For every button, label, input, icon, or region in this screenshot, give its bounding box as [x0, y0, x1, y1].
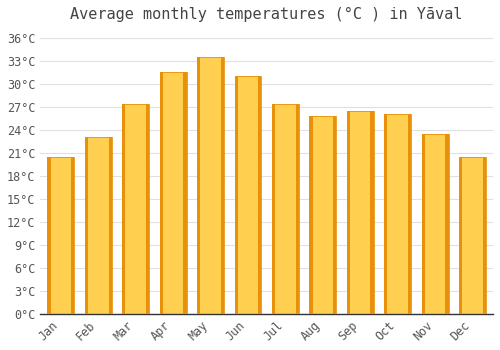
Bar — [310, 116, 312, 314]
Bar — [184, 72, 186, 314]
Bar — [347, 111, 374, 314]
Bar — [197, 57, 200, 314]
Bar — [422, 134, 448, 314]
Bar — [160, 72, 163, 314]
Bar — [422, 134, 425, 314]
Bar — [48, 157, 74, 314]
Bar — [296, 105, 299, 314]
Bar — [197, 57, 224, 314]
Bar — [272, 105, 299, 314]
Bar — [122, 105, 126, 314]
Bar — [459, 157, 462, 314]
Bar — [85, 138, 88, 314]
Bar — [122, 105, 149, 314]
Bar — [160, 72, 186, 314]
Bar — [446, 134, 448, 314]
Bar — [384, 114, 411, 314]
Bar — [310, 116, 336, 314]
Bar — [272, 105, 299, 314]
Bar — [422, 134, 448, 314]
Bar — [347, 111, 374, 314]
Bar — [122, 105, 149, 314]
Title: Average monthly temperatures (°C ) in Yāval: Average monthly temperatures (°C ) in Yā… — [70, 7, 463, 22]
Bar — [459, 157, 486, 314]
Bar — [234, 76, 262, 314]
Bar — [160, 72, 186, 314]
Bar — [459, 157, 486, 314]
Bar — [85, 138, 112, 314]
Bar — [146, 105, 149, 314]
Bar — [108, 138, 112, 314]
Bar — [347, 111, 350, 314]
Bar — [48, 157, 74, 314]
Bar — [384, 114, 388, 314]
Bar — [234, 76, 238, 314]
Bar — [272, 105, 275, 314]
Bar — [310, 116, 336, 314]
Bar — [234, 76, 262, 314]
Bar — [333, 116, 336, 314]
Bar — [197, 57, 224, 314]
Bar — [258, 76, 262, 314]
Bar — [408, 114, 411, 314]
Bar — [71, 157, 74, 314]
Bar — [221, 57, 224, 314]
Bar — [384, 114, 411, 314]
Bar — [370, 111, 374, 314]
Bar — [48, 157, 50, 314]
Bar — [482, 157, 486, 314]
Bar — [85, 138, 112, 314]
